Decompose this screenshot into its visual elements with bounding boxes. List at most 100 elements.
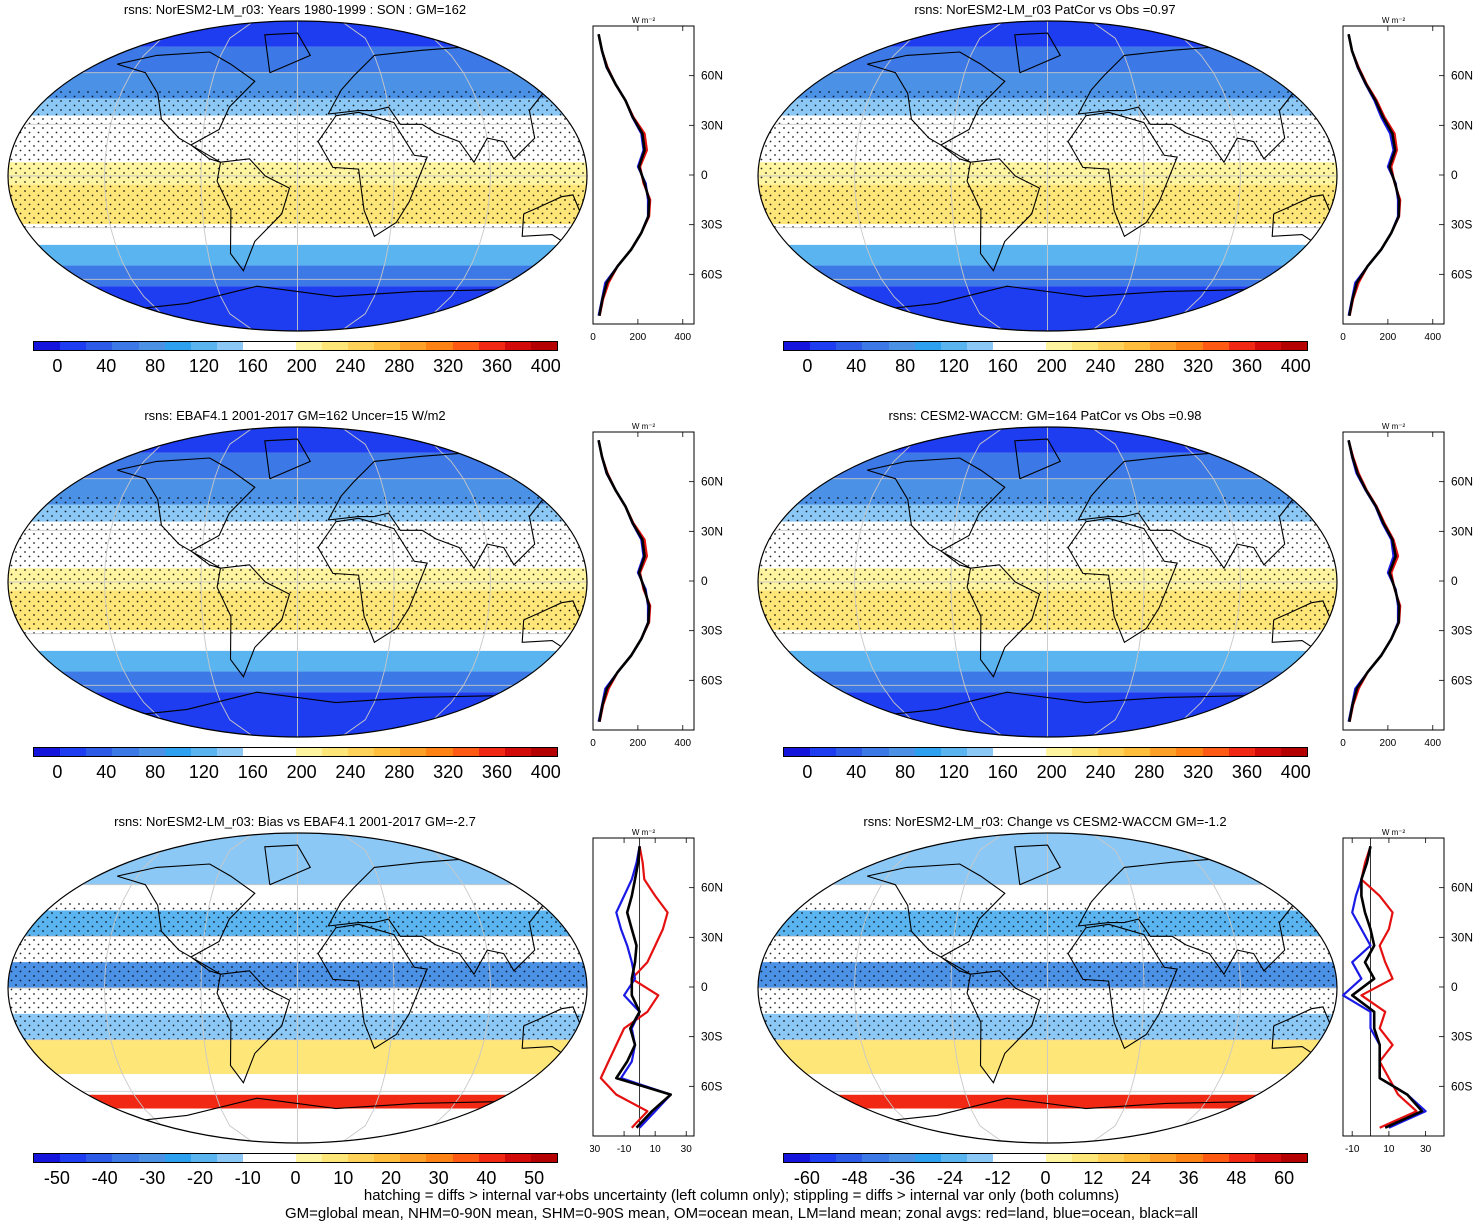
colorbar-swatch <box>1019 748 1046 756</box>
colorbar-swatch <box>940 342 968 350</box>
graticule-longitude <box>1134 427 1241 737</box>
colorbar-swatch <box>1045 748 1072 756</box>
colorbar <box>33 341 558 351</box>
colorbar-tick-label: 36 <box>1178 1168 1199 1188</box>
colorbar-ticks: -60 -48 -36 -24 -12 0 12 24 36 48 60 <box>783 1168 1308 1190</box>
colorbar-swatch <box>1254 342 1281 350</box>
graticule-longitude <box>854 427 961 737</box>
colorbar-swatch <box>993 748 1020 756</box>
colorbar-swatch <box>426 342 453 350</box>
colorbar-tick-label: 40 <box>846 762 867 782</box>
coastline <box>966 564 1041 678</box>
colorbar-tick-label: 40 <box>96 762 117 782</box>
colorbar-tick-label: 280 <box>1134 356 1165 376</box>
colorbar-swatch <box>940 748 968 756</box>
zonal-ytick-label: 30N <box>1451 930 1473 944</box>
zonal-xtick-label: 400 <box>674 332 691 343</box>
colorbar-swatch <box>347 342 375 350</box>
colorbar-swatch <box>347 748 375 756</box>
graticule-longitude <box>854 21 961 331</box>
colorbar-tick-label: 280 <box>1134 762 1165 782</box>
colorbar-swatch <box>504 342 531 350</box>
colorbar-swatch <box>967 342 994 350</box>
map-outline <box>7 20 588 332</box>
zonal-line-all <box>615 846 672 1129</box>
coastline <box>117 863 256 975</box>
colorbar-tick-label: 400 <box>1280 762 1311 782</box>
zonal-ytick-label: 60N <box>1451 881 1473 895</box>
zonal-xtick-label: 200 <box>630 738 647 749</box>
colorbar-swatch <box>1071 748 1098 756</box>
colorbar-swatch <box>1150 1154 1177 1162</box>
colorbar <box>33 1153 558 1163</box>
zonal-ytick-label: 30S <box>701 1030 722 1044</box>
colorbar-swatch <box>269 748 296 756</box>
colorbar-tick-label: 240 <box>1085 762 1116 782</box>
zonal-ytick-label: 30N <box>701 118 723 132</box>
colorbar-tick-label: 10 <box>333 1168 354 1188</box>
colorbar-swatch <box>1228 342 1255 350</box>
colorbar-swatch <box>914 342 941 350</box>
zonal-ytick-label: 30S <box>1451 1030 1472 1044</box>
colorbar-tick-label: 0 <box>802 356 813 376</box>
graticule <box>8 21 587 331</box>
colorbar-swatch <box>34 342 61 350</box>
colorbar-tick-label: 160 <box>987 356 1018 376</box>
colorbar-tick-label: 80 <box>895 356 916 376</box>
graticule-longitude <box>1090 21 1145 331</box>
colorbar-tick-label: -40 <box>91 1168 118 1188</box>
graticule-longitude <box>200 427 255 737</box>
zonal-unit: W m⁻² <box>1382 828 1406 837</box>
colorbar-tick-label: 0 <box>802 762 813 782</box>
colorbar-tick-label: 320 <box>1183 356 1214 376</box>
colorbar-tick-label: -10 <box>234 1168 261 1188</box>
colorbar-swatch <box>1176 342 1203 350</box>
colorbar-swatch <box>967 1154 994 1162</box>
footer-line-1: hatching = diffs > internal var+obs unce… <box>363 1187 1120 1204</box>
panel-5: rsns: NorESM2-LM_r03: Bias vs EBAF4.1 20… <box>0 812 740 1217</box>
colorbar-swatch <box>862 748 889 756</box>
colorbar-swatch <box>295 342 322 350</box>
coastline <box>1014 32 1062 74</box>
coastline <box>1014 844 1062 886</box>
colorbar-swatch <box>86 1154 113 1162</box>
coastline <box>327 452 566 570</box>
zonal-ytick-label: 60S <box>701 1079 722 1093</box>
colorbar-tick-label: 360 <box>481 762 512 782</box>
colorbar-tick-label: 240 <box>335 356 366 376</box>
colorbar-swatch <box>810 1154 837 1162</box>
colorbar-swatch <box>530 342 558 350</box>
colorbar-swatch <box>1280 748 1308 756</box>
zonal-ytick-label: 30S <box>701 624 722 638</box>
zonal-line-all <box>1350 846 1424 1129</box>
coastline <box>966 970 1041 1084</box>
colorbar-tick-label: 0 <box>290 1168 301 1188</box>
zonal-line-land <box>599 846 669 1129</box>
colorbar-tick-label: 80 <box>895 762 916 782</box>
zonal-ytick-label: 60N <box>701 69 723 83</box>
zonal-line-land <box>1360 845 1418 1129</box>
zonal-ytick-label: 0 <box>1451 574 1458 588</box>
graticule-longitude <box>1090 427 1145 737</box>
colorbar-tick-label: 120 <box>938 762 969 782</box>
colorbar-swatch <box>164 342 191 350</box>
graticule <box>758 833 1337 1143</box>
colorbar-swatch <box>217 748 244 756</box>
colorbar-swatch <box>1019 1154 1046 1162</box>
colorbar-swatch <box>374 342 401 350</box>
world-map <box>757 20 1338 332</box>
zonal-line-all <box>1347 34 1401 316</box>
colorbar-swatch <box>1045 1154 1072 1162</box>
zonal-xtick-label: 400 <box>1424 738 1441 749</box>
colorbar-tick-label: 0 <box>1040 1168 1051 1188</box>
zonal-ytick-label: 30N <box>1451 524 1473 538</box>
colorbar-swatch <box>1254 1154 1281 1162</box>
zonal-xtick-label: 200 <box>1380 738 1397 749</box>
colorbar-tick-label: 40 <box>476 1168 497 1188</box>
zonal-xtick-label: -30 <box>590 1144 601 1155</box>
colorbar-swatch <box>836 748 863 756</box>
colorbar-swatch <box>862 1154 889 1162</box>
colorbar-swatch <box>400 748 427 756</box>
graticule-longitude <box>200 833 255 1143</box>
colorbar-swatch <box>810 748 837 756</box>
